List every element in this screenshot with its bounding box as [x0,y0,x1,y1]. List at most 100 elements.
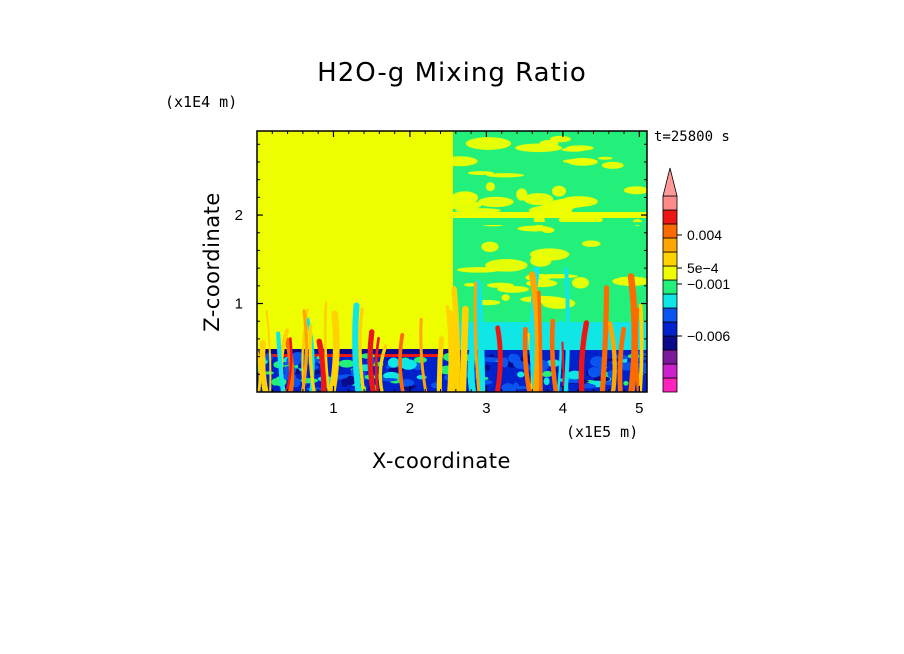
field-patch [467,171,494,176]
field-patch [271,378,279,386]
field-patch [456,267,501,273]
field-plume [522,326,532,392]
field-patch [464,282,476,287]
colorbar-swatch [662,377,678,393]
field-plume [265,310,272,392]
field-patch [597,156,613,160]
colorbar-swatch [662,307,678,323]
field-plume [308,324,316,392]
colorbar-swatch [662,265,678,281]
field-patch [517,225,553,232]
field-plume [316,338,327,392]
field-patch [540,370,554,377]
field-patch [567,370,583,380]
field-patch [441,156,478,167]
colorbar-swatch [662,195,678,211]
x-ticks: 1 2 3 4 5 [271,131,644,417]
y-ticks: 12 [235,143,647,375]
field-plume [578,320,590,392]
field-patch [294,368,300,375]
colorbar-swatch [662,237,678,253]
field-plume [627,273,638,392]
colorbar-swatch [662,293,678,309]
field-patch [484,364,490,372]
field-patch [587,367,600,378]
y-axis-unit: (x1E4 m) [165,93,238,111]
field-patch [551,185,567,197]
field-patch [543,377,550,386]
field-plume [300,309,309,392]
field-patch [381,377,398,382]
field-patch [501,357,509,368]
field-patch [482,357,499,363]
colorbar-label: 0.004 [687,227,722,243]
field-patch [536,273,578,279]
colorbar: 0.004 5e−4−0.001 −0.006 [662,167,730,393]
field-plume [446,310,456,392]
field-patch [561,147,586,152]
field-patch [529,248,570,261]
field-plume [549,318,559,392]
field-plume [473,281,481,392]
field-patch [581,240,601,247]
field-plume [257,345,262,392]
field-patch [497,285,530,293]
field-plume [451,286,461,392]
field-patch [383,371,400,380]
field-plume [634,307,640,392]
field-patch [465,137,512,150]
field-plume [328,310,340,392]
chart-title: H2O-g Mixing Ratio [317,58,587,88]
colorbar-swatch [662,349,678,365]
field-patch [451,191,479,205]
field-patch [486,173,525,178]
x-axis-unit: (x1E5 m) [566,423,639,441]
field-patch [541,297,576,309]
x-axis-label: X-coordinate [372,449,511,473]
field-plume [494,325,503,392]
field-plume [459,305,469,392]
x-tick-label: 5 [635,400,643,417]
field-band [453,222,647,225]
colorbar-swatch [662,251,678,267]
x-tick-label: 4 [559,400,567,417]
field-patch [481,241,499,252]
x-tick-label: 3 [482,400,490,417]
field-patch [559,196,598,207]
field-patch [513,385,529,390]
field-plume [467,339,478,392]
field-patch [387,357,400,368]
colorbar-swatch [662,209,678,225]
y-tick-label: 1 [235,296,243,313]
field-plume [617,326,627,392]
colorbar-swatch [662,223,678,239]
field-patch [571,277,590,289]
colorbar-swatch [662,321,678,337]
field-patch [517,371,525,378]
field-patch [400,358,409,364]
colorbar-label: −0.001 [687,276,730,292]
field-patch [485,182,495,192]
field-patch [501,294,510,301]
field-patch [623,186,647,195]
field-plume [259,339,269,392]
field-plume [323,301,331,392]
field-plume [374,337,380,392]
field-plume [563,267,571,392]
field-plume [358,307,366,392]
heatmap-field [257,131,647,392]
y-tick-label: 2 [235,207,243,224]
field-plume [367,329,376,392]
field-plume [599,285,610,392]
field-patch [601,161,624,169]
field-plume [436,336,445,392]
field-patch [523,193,554,206]
field-plume [556,319,563,392]
field-patch [581,383,597,389]
field-plume [378,344,388,392]
field-patch [623,380,629,386]
field-plume [528,271,542,392]
x-tick-label: 2 [406,400,414,417]
colorbar-swatch [662,279,678,295]
